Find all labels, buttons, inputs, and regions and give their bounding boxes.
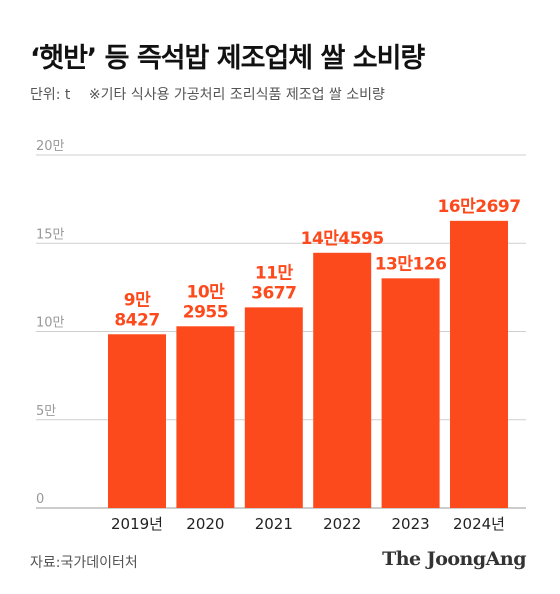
data-label: 14만4595 [301, 229, 384, 249]
y-tick-label: 0 [36, 492, 44, 507]
y-tick-label: 20만 [36, 139, 65, 154]
y-tick-label: 5만 [36, 404, 56, 419]
x-tick-label: 2019년 [111, 515, 163, 533]
data-label: 9만 [124, 290, 151, 310]
bar [108, 334, 166, 508]
source-label: 자료:국가데이터처 [30, 555, 138, 571]
bar [450, 220, 508, 509]
bar [313, 252, 372, 508]
footnote-label: ※기타 식사용 가공처리 조리식품 제조업 쌀 소비량 [88, 87, 385, 103]
y-tick-label: 15만 [36, 227, 65, 242]
grid-layer: 0 5만 10만 15만 20만 [36, 139, 526, 509]
data-label: 8427 [114, 310, 159, 330]
bar [176, 326, 235, 508]
x-tick-label: 2023 [392, 515, 430, 533]
x-tick-label: 2020 [186, 515, 224, 533]
unit-label: 단위: t [30, 87, 71, 103]
data-label: 13만126 [375, 254, 447, 274]
data-label: 2955 [183, 302, 228, 322]
bar-layer [108, 220, 508, 509]
brand-logo: The JoongAng [382, 548, 526, 570]
x-tick-label: 2024년 [453, 515, 505, 533]
chart-subtitle: 단위: t ※기타 식사용 가공처리 조리식품 제조업 쌀 소비량 [30, 84, 385, 104]
chart-title: ‘햇반’ 등 즉석밥 제조업체 쌀 소비량 [30, 43, 425, 74]
data-label: 11만 [255, 263, 294, 283]
data-label: 3677 [251, 283, 296, 303]
x-tick-label: 2022 [323, 515, 361, 533]
data-label: 16만2697 [437, 197, 520, 217]
bar [381, 278, 440, 508]
bar [244, 307, 303, 508]
y-tick-label: 10만 [36, 316, 65, 331]
data-label: 10만 [186, 282, 225, 302]
x-axis-labels: 2019년 2020 2021 2022 2023 2024년 [111, 515, 505, 533]
x-tick-label: 2021 [255, 515, 293, 533]
